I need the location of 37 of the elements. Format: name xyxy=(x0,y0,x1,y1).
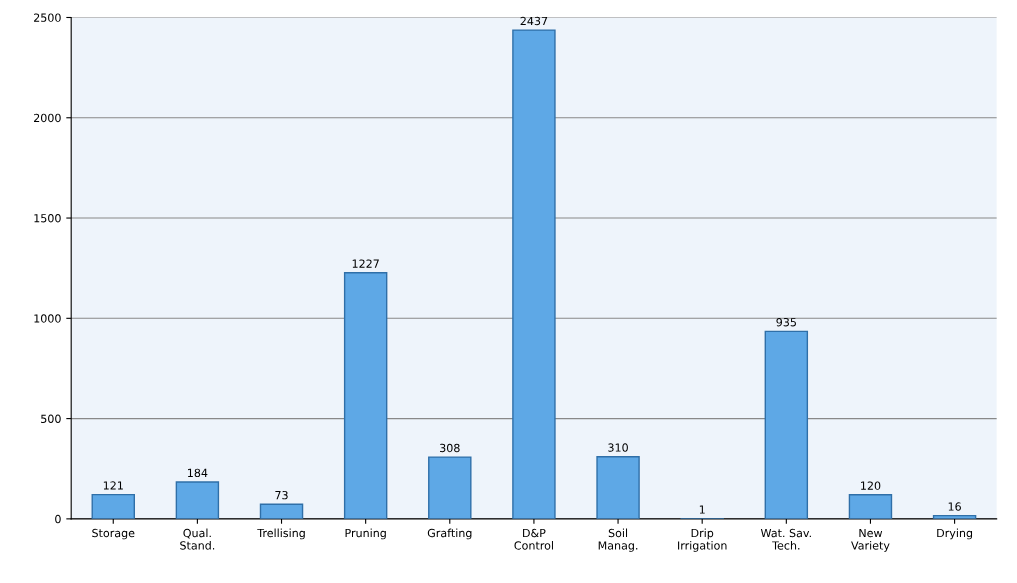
data-label: 310 xyxy=(608,443,628,452)
data-label: 935 xyxy=(776,318,796,327)
x-tick-label: Pruning xyxy=(345,528,386,540)
data-label: 120 xyxy=(861,481,881,490)
data-label: 16 xyxy=(948,502,961,511)
x-tick-label: Storage xyxy=(92,528,135,540)
data-label: 1 xyxy=(699,505,705,514)
bar xyxy=(764,330,809,519)
data-label: 184 xyxy=(188,468,208,478)
bar xyxy=(512,29,556,519)
data-label: 308 xyxy=(440,443,460,453)
y-tick-label: 0 xyxy=(55,514,61,524)
data-label: 1227 xyxy=(352,259,379,268)
bar xyxy=(91,493,135,519)
bar xyxy=(428,456,472,519)
y-tick-label: 500 xyxy=(41,414,61,423)
x-tick-label: Grafting xyxy=(427,528,472,540)
data-label: 73 xyxy=(275,490,288,500)
bar xyxy=(343,272,388,519)
x-tick-label: Trellising xyxy=(257,528,305,540)
x-tick-label: Drying xyxy=(937,528,973,540)
x-tick-label: Drip Irrigation xyxy=(678,528,727,552)
x-tick-label: Wat. Sav. Tech. xyxy=(760,528,811,550)
x-tick-label: New Variety xyxy=(851,528,890,552)
y-tick-label: 1500 xyxy=(34,214,61,223)
bar xyxy=(175,481,220,519)
bar xyxy=(596,456,640,519)
y-tick-label: 2000 xyxy=(34,113,61,123)
data-label: 2437 xyxy=(520,16,548,26)
y-tick-label: 1000 xyxy=(34,314,61,323)
bar xyxy=(259,503,304,519)
x-tick-label: D&P Control xyxy=(514,528,553,550)
y-tick-label: 2500 xyxy=(34,13,61,22)
bar xyxy=(848,494,893,519)
x-tick-label: Soil Manag. xyxy=(598,528,638,552)
data-label: 121 xyxy=(103,481,123,490)
x-tick-label: Qual. Stand. xyxy=(180,528,215,550)
